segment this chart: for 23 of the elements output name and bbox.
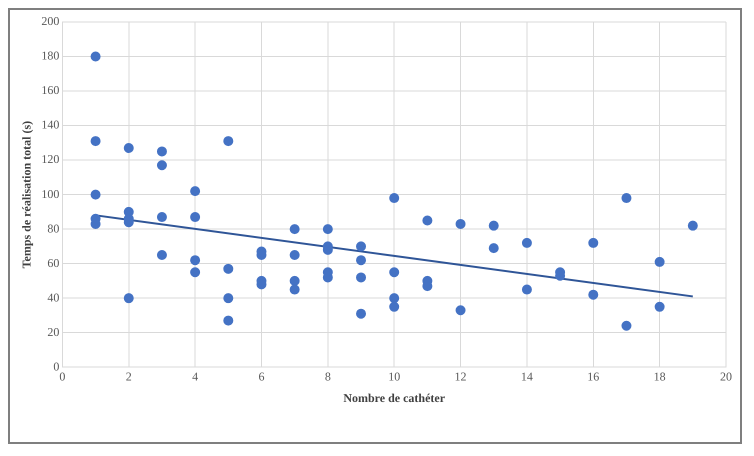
- x-tick-label: 10: [388, 370, 400, 384]
- x-tick-label: 16: [587, 370, 600, 384]
- y-tick-label: 20: [47, 324, 60, 339]
- y-tick-label: 0: [53, 359, 60, 374]
- y-tick-label: 40: [47, 290, 60, 304]
- y-tick-label: 60: [47, 256, 60, 270]
- x-tick-label: 20: [720, 370, 732, 384]
- y-tick-label: 140: [41, 118, 60, 132]
- x-tick-label: 14: [520, 370, 533, 384]
- y-tick-label: 120: [41, 152, 60, 166]
- x-tick-label: 6: [258, 370, 264, 384]
- x-tick-label: 8: [324, 370, 331, 384]
- y-axis-title: Temps de réalisation total (s): [19, 120, 34, 268]
- y-tick-label: 80: [47, 221, 60, 236]
- y-tick-label: 160: [41, 83, 60, 98]
- x-tick-label: 2: [126, 370, 132, 384]
- y-tick-label: 180: [41, 48, 60, 63]
- x-tick-label: 12: [454, 370, 467, 384]
- y-tick-label: 100: [41, 186, 60, 201]
- x-tick-label: 18: [654, 370, 666, 384]
- x-axis-title: Nombre de cathéter: [343, 390, 446, 405]
- x-tick-label: 4: [192, 370, 198, 384]
- y-tick-label: 200: [41, 14, 60, 28]
